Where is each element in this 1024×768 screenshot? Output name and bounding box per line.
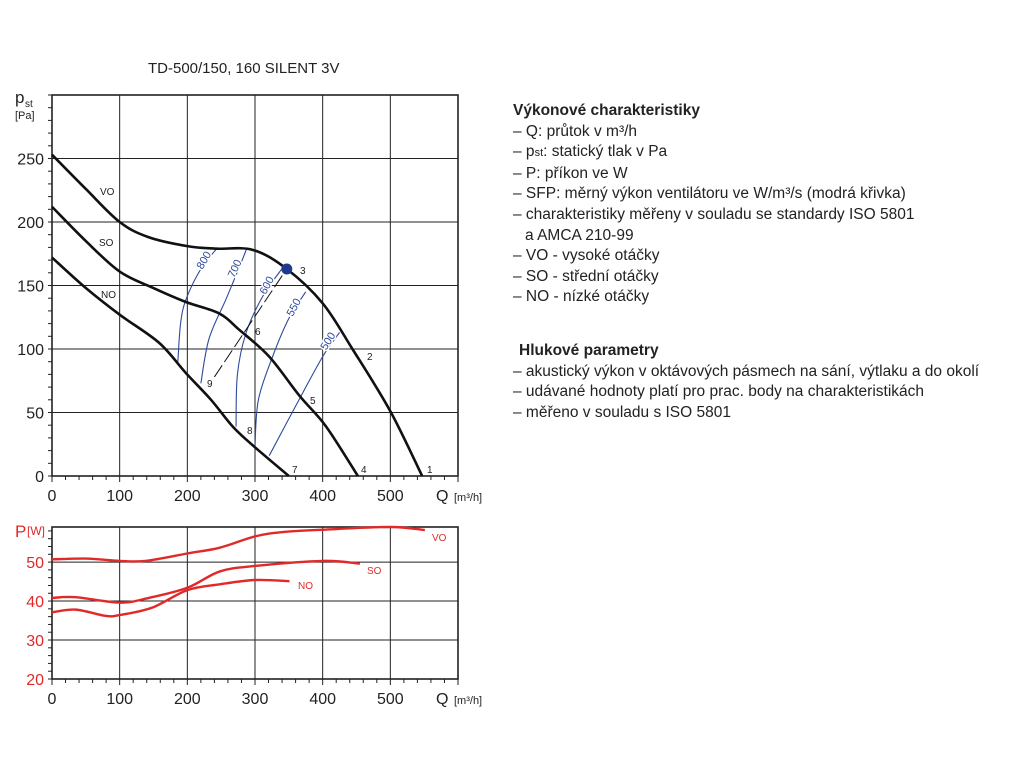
x-tick-label: 300 xyxy=(242,488,269,505)
y-tick-label: 150 xyxy=(17,279,44,296)
x-tick-label: 400 xyxy=(309,691,336,708)
x-axis-label: Q xyxy=(436,691,448,708)
power-axis-unit: [W] xyxy=(27,524,45,538)
info-item: – Q: průtok v m³/h xyxy=(513,122,638,140)
info-item: – VO - vysoké otáčky xyxy=(513,247,660,265)
power-curve-vo xyxy=(51,525,425,563)
point-label-5: 5 xyxy=(310,396,316,407)
sfp-curve-550 xyxy=(254,291,307,446)
operating-point-marker xyxy=(281,263,293,275)
y-tick-label: 0 xyxy=(35,469,44,486)
y-tick-label: 50 xyxy=(26,406,44,423)
info-item: – NO - nízké otáčky xyxy=(513,288,650,306)
info-item: – SFP: měrný výkon ventilátoru ve W/m³/s… xyxy=(513,185,906,203)
x-tick-label: 200 xyxy=(174,488,201,505)
power-curve-label-vo: VO xyxy=(432,533,447,544)
operating-line xyxy=(213,272,285,378)
noise-heading: Hlukové parametry xyxy=(519,341,659,359)
x-tick-label: 300 xyxy=(242,691,269,708)
info-item: – P: příkon ve W xyxy=(513,164,628,182)
x-tick-label: 400 xyxy=(309,488,336,505)
sfp-curve-700 xyxy=(200,249,247,384)
x-tick-label: 500 xyxy=(377,691,404,708)
point-label-4: 4 xyxy=(361,465,367,476)
info-item: a AMCA 210-99 xyxy=(525,226,634,244)
x-axis-unit: [m³/h] xyxy=(454,695,482,707)
point-label-9: 9 xyxy=(207,379,213,390)
sfp-curve-600 xyxy=(235,267,284,427)
sfp-label-800: 800 xyxy=(195,250,215,272)
info-item: – pst: statický tlak v Pa xyxy=(513,143,668,161)
point-label-6: 6 xyxy=(255,327,261,338)
x-tick-label: 0 xyxy=(48,488,57,505)
y-tick-label: 250 xyxy=(17,152,44,169)
info-item: – udávané hodnoty platí pro prac. body n… xyxy=(513,383,925,401)
pressure-curve-no xyxy=(51,256,290,477)
x-tick-label: 0 xyxy=(48,691,57,708)
point-label-2: 2 xyxy=(367,352,373,363)
info-item: – akustický výkon v oktávových pásmech n… xyxy=(513,362,980,380)
info-item: – měřeno v souladu s ISO 5801 xyxy=(513,403,731,421)
point-label-3: 3 xyxy=(300,266,306,277)
sfp-label-600: 600 xyxy=(258,275,277,297)
x-tick-label: 200 xyxy=(174,691,201,708)
curve-label-no: NO xyxy=(101,290,116,301)
x-tick-label: 100 xyxy=(106,488,133,505)
y-tick-label: 40 xyxy=(26,594,44,611)
power-curve-no xyxy=(51,578,290,618)
pressure-curve-vo xyxy=(51,153,424,477)
y-tick-label: 200 xyxy=(17,215,44,232)
y-tick-label: 20 xyxy=(26,672,44,689)
sfp-label-550: 550 xyxy=(285,297,304,319)
x-tick-label: 500 xyxy=(377,488,404,505)
y-axis-label-sub: st xyxy=(25,99,33,110)
point-label-1: 1 xyxy=(427,465,433,476)
info-item: – SO - střední otáčky xyxy=(513,267,659,285)
power-axis-label: P xyxy=(15,522,26,541)
sfp-curve-800 xyxy=(177,247,219,362)
y-tick-label: 100 xyxy=(17,342,44,359)
curve-label-so: SO xyxy=(99,238,114,249)
curve-label-vo: VO xyxy=(100,187,115,198)
x-axis-unit: [m³/h] xyxy=(454,492,482,504)
y-axis-unit: [Pa] xyxy=(15,110,35,122)
y-tick-label: 50 xyxy=(26,555,44,572)
sfp-curve-500 xyxy=(268,332,341,456)
point-label-7: 7 xyxy=(292,465,298,476)
performance-heading: Výkonové charakteristiky xyxy=(513,102,700,119)
info-panel: Výkonové charakteristiky – Q: průtok v m… xyxy=(513,101,979,423)
y-tick-label: 30 xyxy=(26,633,44,650)
x-axis-label: Q xyxy=(436,488,448,505)
x-tick-label: 100 xyxy=(106,691,133,708)
info-item: – charakteristiky měřeny v souladu se st… xyxy=(513,205,915,223)
point-label-8: 8 xyxy=(247,426,253,437)
y-axis-label: p xyxy=(15,88,24,107)
power-curve-so xyxy=(51,559,360,604)
power-curve-label-so: SO xyxy=(367,566,382,577)
pressure-curve-so xyxy=(51,205,359,477)
power-curve-label-no: NO xyxy=(298,581,313,592)
chart-title: TD-500/150, 160 SILENT 3V xyxy=(148,60,340,77)
